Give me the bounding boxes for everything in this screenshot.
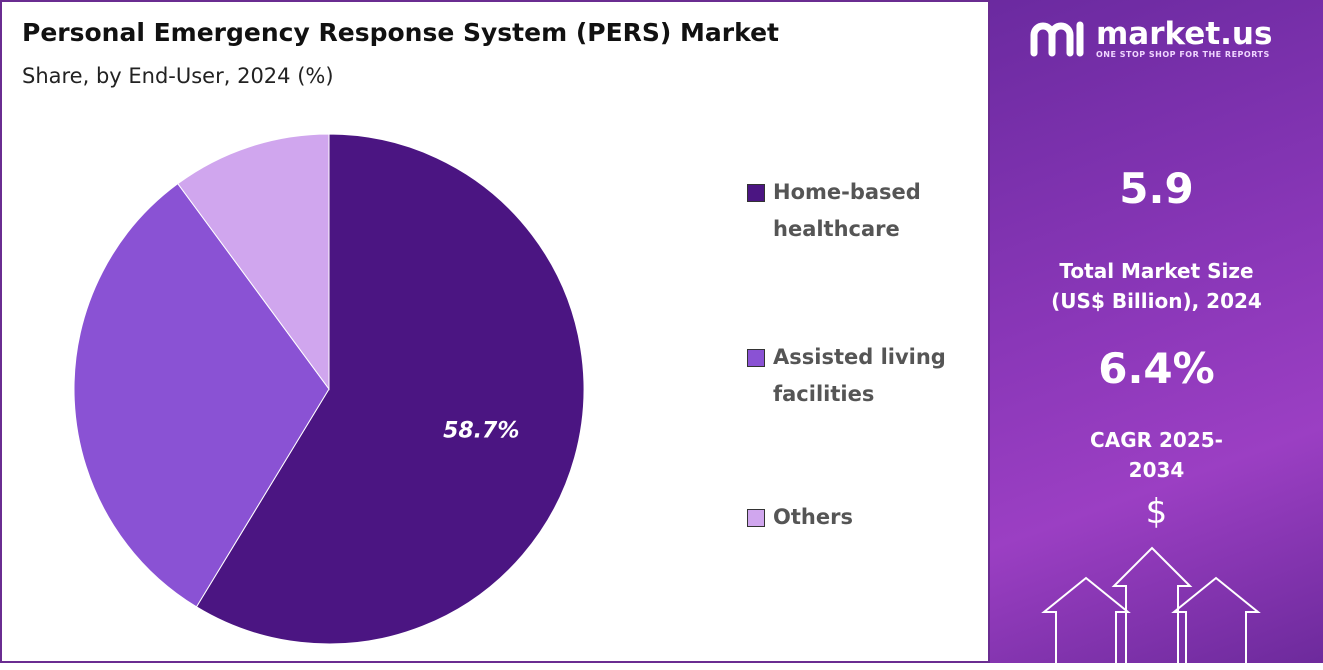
- legend-swatch: [747, 184, 765, 202]
- legend-item: Home-based healthcare: [747, 174, 968, 248]
- brand: market.us: [1096, 16, 1273, 52]
- chart-panel: Personal Emergency Response System (PERS…: [0, 0, 990, 663]
- logo: market.us ONE STOP SHOP FOR THE REPORTS: [1028, 18, 1272, 59]
- arrows: [1041, 546, 1261, 663]
- tagline: ONE STOP SHOP FOR THE REPORTS: [1096, 50, 1270, 59]
- side-panel: market.us ONE STOP SHOP FOR THE REPORTS …: [990, 0, 1323, 663]
- cagr: 6.4%: [1098, 344, 1215, 393]
- pie-slice: [73, 182, 330, 608]
- data-label: 58.7%: [443, 419, 519, 444]
- chart-title: Personal Emergency Response System (PERS…: [22, 18, 779, 47]
- legend-label: Others: [773, 505, 853, 529]
- legend-item: Others: [747, 499, 968, 536]
- pie-slice: [177, 133, 330, 391]
- pie-slice: [195, 133, 585, 645]
- legend-swatch: [747, 509, 765, 527]
- logo-icon: [1030, 21, 1084, 56]
- currency-symbol: $: [1145, 492, 1168, 532]
- market-size-label: Total Market Size (US$ Billion), 2024: [1051, 259, 1262, 313]
- market-size: 5.9: [1119, 164, 1194, 213]
- legend-item: Assisted living facilities: [747, 339, 968, 413]
- legend-label: Assisted living facilities: [773, 345, 946, 406]
- cagr-label: CAGR 2025-2034: [1090, 428, 1223, 482]
- legend-swatch: [747, 349, 765, 367]
- legend-label: Home-based healthcare: [773, 180, 921, 241]
- chart-subtitle: Share, by End-User, 2024 (%): [22, 64, 334, 88]
- pie-chart: 58.7%: [73, 133, 585, 645]
